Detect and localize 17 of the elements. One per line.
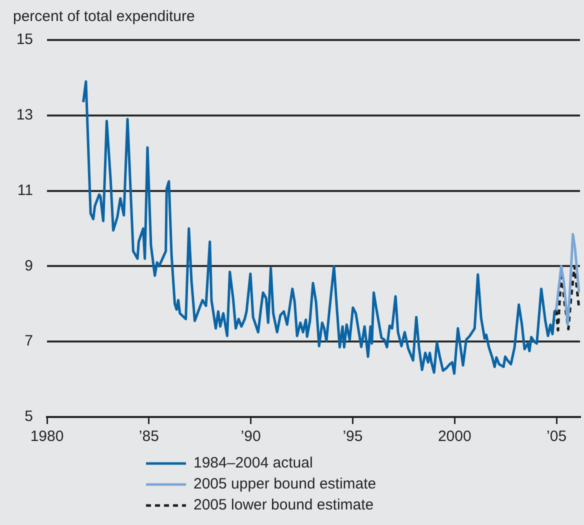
x-tick-label: 2000 (438, 428, 472, 446)
legend-label: 2005 upper bound estimate (194, 476, 376, 493)
y-tick-label: 7 (24, 332, 33, 350)
x-tick-label: ’90 (240, 428, 261, 446)
x-tick-label: 1980 (30, 428, 64, 446)
y-tick-label: 11 (17, 182, 33, 199)
x-tick-label: ’05 (546, 428, 567, 446)
legend-label: 1984–2004 actual (194, 454, 313, 472)
y-axis-title: percent of total expenditure (13, 8, 195, 25)
x-tick-label: ’95 (342, 428, 363, 446)
legend-label: 2005 lower bound estimate (194, 496, 374, 514)
y-tick-label: 9 (24, 257, 33, 274)
y-tick-label: 15 (16, 31, 33, 48)
y-tick-label: 5 (24, 408, 33, 426)
y-tick-label: 13 (16, 106, 33, 124)
x-tick-label: ’85 (138, 428, 159, 446)
line-series (554, 264, 580, 332)
